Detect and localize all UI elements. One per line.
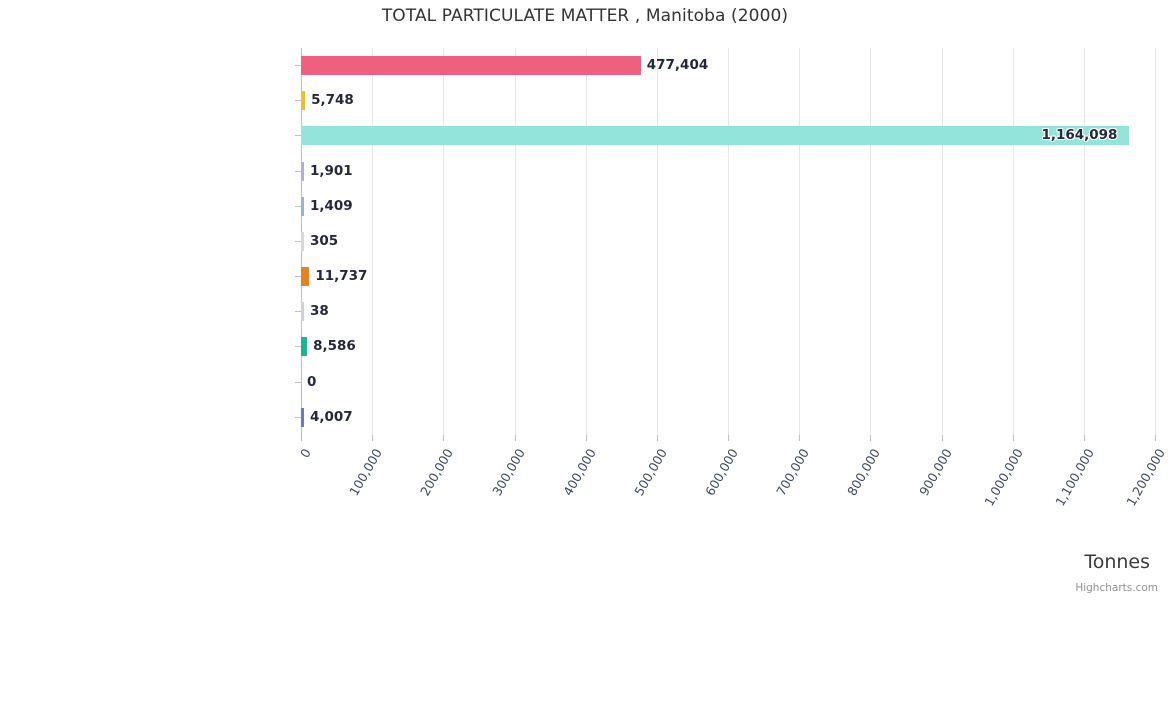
bar-value-label: 1,409 <box>310 197 353 214</box>
x-axis-tick <box>656 435 658 441</box>
y-axis-tick <box>295 276 301 278</box>
x-axis-tick-label: 1,200,000 <box>1123 446 1168 509</box>
bar-row[interactable]: Dust1,164,098 <box>295 118 1155 153</box>
x-axis-tick-label: 300,000 <box>488 446 528 499</box>
x-axis-tick-label: 900,000 <box>915 446 955 499</box>
gridline <box>728 48 729 435</box>
x-axis-tick <box>799 435 801 441</box>
bar-row[interactable]: Agriculture477,404 <box>295 48 1155 83</box>
bar-row[interactable]: Manufacturing11,737 <box>295 259 1155 294</box>
bar-value-label: 8,586 <box>313 338 356 355</box>
bar[interactable] <box>301 267 310 287</box>
x-axis-tick <box>443 435 445 441</box>
y-axis-tick <box>295 170 301 172</box>
bar-value-label: 1,901 <box>310 162 353 179</box>
bar-row[interactable]: Oil and Gas Industry38 <box>295 294 1155 329</box>
y-axis-tick <box>295 346 301 348</box>
bar-row[interactable]: Ores and Mineral Industries8,586 <box>295 329 1155 364</box>
x-axis-tick <box>870 435 872 441</box>
x-axis-tick-label: 1,000,000 <box>980 446 1026 509</box>
gridline <box>372 48 374 435</box>
bar[interactable] <box>301 302 304 322</box>
y-axis-tick <box>295 240 301 242</box>
gridline <box>656 48 658 435</box>
gridline <box>514 48 516 435</box>
x-axis-tick-label: 500,000 <box>630 446 670 499</box>
chart-container: TOTAL PARTICULATE MATTER , Manitoba (200… <box>295 6 1168 594</box>
x-axis-tick-label: 700,000 <box>773 446 813 499</box>
gridline <box>870 48 872 435</box>
gridline <box>585 48 587 435</box>
y-axis-tick <box>295 311 301 313</box>
x-axis-tick <box>1083 435 1085 441</box>
bar-value-label: 0 <box>307 373 317 390</box>
x-axis-tick-label: 800,000 <box>844 446 884 499</box>
chart-title: TOTAL PARTICULATE MATTER , Manitoba (200… <box>381 6 789 26</box>
x-axis-tick <box>372 435 374 441</box>
x-axis-tick-label: 600,000 <box>702 446 741 499</box>
y-axis-tick <box>295 381 301 383</box>
bar-value-label: 305 <box>310 232 339 249</box>
x-axis-tick <box>1012 435 1014 441</box>
bar-value-label: 5,748 <box>311 92 354 109</box>
bar-value-label: 477,404 <box>646 57 709 73</box>
bar[interactable] <box>301 231 304 251</box>
x-axis-title: Tonnes <box>1084 551 1150 573</box>
gridline <box>1083 48 1085 435</box>
bar-row[interactable]: Paints and Solvents0 <box>295 365 1155 400</box>
bar[interactable] <box>301 126 1130 146</box>
x-axis-tick <box>514 435 516 441</box>
bar-value-label: 1,164,098 <box>1041 127 1118 144</box>
bar-row[interactable]: Electric Power Generation (Utilities)1,9… <box>295 154 1155 189</box>
x-axis-tick <box>585 435 587 441</box>
gridline <box>1012 48 1014 435</box>
gridline <box>1155 48 1156 435</box>
x-axis-tick-label: 100,000 <box>346 446 386 499</box>
gridline <box>799 48 801 435</box>
bar[interactable] <box>301 91 306 111</box>
bar-row[interactable]: Transportation and Mobile Equipment4,007 <box>295 400 1155 435</box>
gridline <box>941 48 943 435</box>
x-axis-tick-label: 0 <box>297 446 314 461</box>
credits-label[interactable]: Highcharts.com <box>1075 582 1158 594</box>
bar-row[interactable]: Fires1,409 <box>295 189 1155 224</box>
bar[interactable] <box>301 337 308 357</box>
bar-row[interactable]: Commercial/Residential/Institutional5,74… <box>295 83 1155 118</box>
y-axis-tick <box>295 135 301 137</box>
bar[interactable] <box>301 161 304 181</box>
bar[interactable] <box>301 56 641 75</box>
y-axis-tick <box>295 65 301 66</box>
x-axis-tick <box>728 435 729 441</box>
bar-value-label: 4,007 <box>310 408 353 425</box>
x-axis-tick-label: 200,000 <box>417 446 457 499</box>
y-axis-tick <box>295 205 301 207</box>
bar[interactable] <box>301 407 304 427</box>
x-axis-tick <box>941 435 943 441</box>
bar-value-label: 11,737 <box>315 268 368 285</box>
x-axis-tick <box>301 435 302 441</box>
x-axis-tick <box>1155 435 1156 441</box>
plot-area <box>301 48 1156 435</box>
y-axis-tick <box>295 416 301 418</box>
bar[interactable] <box>301 196 304 216</box>
x-axis-tick-label: 1,100,000 <box>1052 446 1097 509</box>
bar-row[interactable]: Incineration and Waste Sources305 <box>295 224 1155 259</box>
gridline <box>443 48 445 435</box>
y-axis-tick <box>295 100 301 102</box>
bar-value-label: 38 <box>310 303 329 320</box>
x-axis-tick-label: 400,000 <box>559 446 599 499</box>
